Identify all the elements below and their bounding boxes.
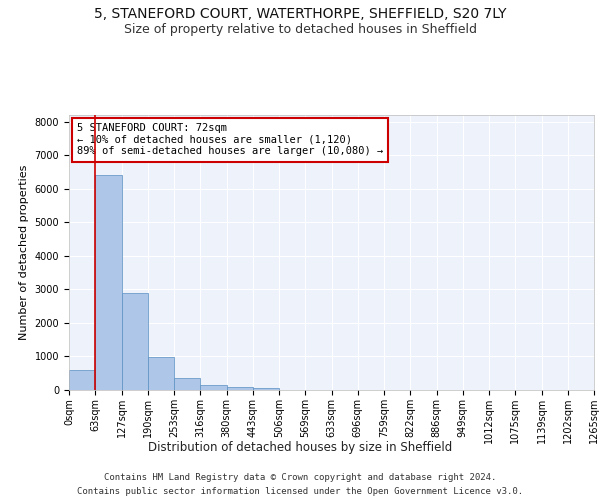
Bar <box>253 388 279 390</box>
Bar <box>148 358 174 390</box>
Bar <box>95 176 121 390</box>
Text: Contains public sector information licensed under the Open Government Licence v3: Contains public sector information licen… <box>77 486 523 496</box>
Bar <box>174 378 200 390</box>
Bar <box>227 387 253 390</box>
Text: Distribution of detached houses by size in Sheffield: Distribution of detached houses by size … <box>148 441 452 454</box>
Text: Size of property relative to detached houses in Sheffield: Size of property relative to detached ho… <box>124 22 476 36</box>
Text: 5 STANEFORD COURT: 72sqm
← 10% of detached houses are smaller (1,120)
89% of sem: 5 STANEFORD COURT: 72sqm ← 10% of detach… <box>77 123 383 156</box>
Text: 5, STANEFORD COURT, WATERTHORPE, SHEFFIELD, S20 7LY: 5, STANEFORD COURT, WATERTHORPE, SHEFFIE… <box>94 8 506 22</box>
Bar <box>200 384 227 390</box>
Bar <box>69 370 95 390</box>
Text: Contains HM Land Registry data © Crown copyright and database right 2024.: Contains HM Land Registry data © Crown c… <box>104 473 496 482</box>
Y-axis label: Number of detached properties: Number of detached properties <box>19 165 29 340</box>
Bar <box>121 292 148 390</box>
